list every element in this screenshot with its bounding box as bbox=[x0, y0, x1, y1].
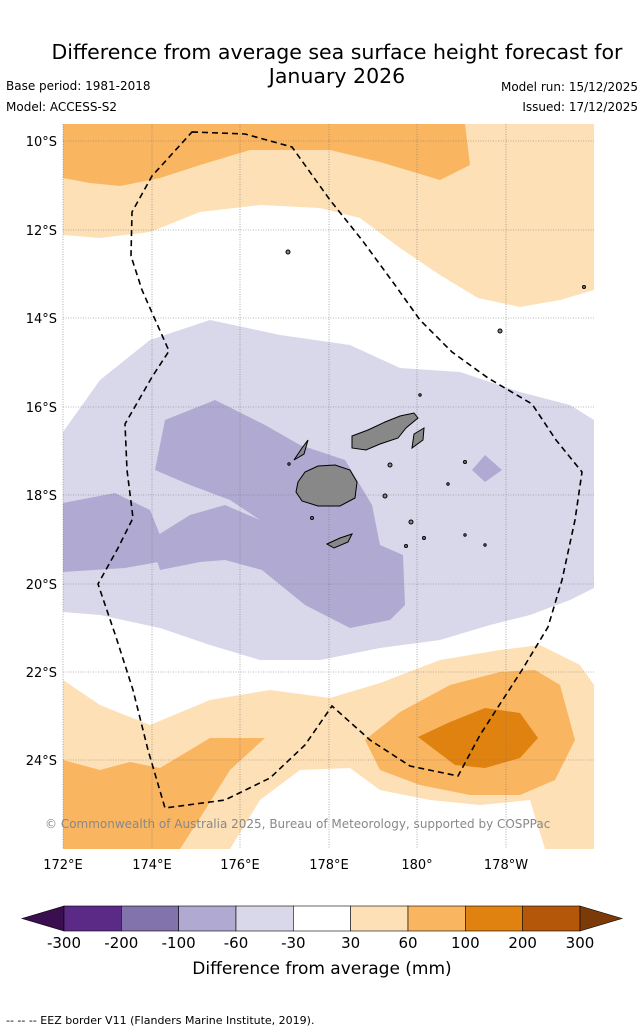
colorbar-label: -200 bbox=[104, 934, 138, 952]
colorbar-swatch bbox=[293, 905, 351, 932]
viti-levu-island bbox=[295, 464, 358, 507]
islet bbox=[582, 285, 586, 289]
islet bbox=[446, 482, 450, 486]
graticule bbox=[62, 124, 594, 849]
lon-tick-label: 180° bbox=[401, 858, 432, 873]
islet bbox=[497, 328, 503, 334]
contour-white-gap-south bbox=[230, 768, 545, 849]
islet bbox=[418, 393, 422, 397]
lat-tick-label: 12°S bbox=[26, 224, 57, 239]
colorbar-label: 60 bbox=[398, 934, 417, 952]
eez-border-footnote: -- -- -- EEZ border V11 (Flanders Marine… bbox=[6, 1014, 315, 1027]
lat-tick-label: 14°S bbox=[26, 312, 57, 327]
taveuni-island bbox=[411, 427, 425, 450]
islet bbox=[408, 519, 414, 525]
islet bbox=[287, 462, 291, 466]
page-title: Difference from average sea surface heig… bbox=[51, 40, 623, 88]
colorbar-labels: -300 -200 -100 -60 -30 30 60 100 200 300 bbox=[47, 934, 594, 952]
colorbar-swatch bbox=[63, 905, 122, 932]
islet bbox=[285, 249, 291, 255]
colorbar-label: -30 bbox=[281, 934, 306, 952]
colorbar-extend-min bbox=[20, 905, 65, 932]
contour-minus60-minus100-west bbox=[63, 493, 170, 572]
colorbar-swatch bbox=[407, 905, 466, 932]
islet bbox=[422, 536, 426, 540]
islet bbox=[310, 516, 314, 520]
yasawa-island bbox=[293, 439, 309, 461]
forecast-map: © Commonwealth of Australia 2025, Bureau… bbox=[26, 124, 594, 873]
lat-tick-label: 24°S bbox=[26, 754, 57, 769]
islet bbox=[382, 493, 388, 499]
lon-tick-label: 174°E bbox=[132, 858, 172, 873]
colorbar-extend-max bbox=[579, 905, 624, 932]
islet bbox=[463, 460, 467, 464]
issued-date: Issued: 17/12/2025 bbox=[522, 100, 638, 114]
colorbar-swatches bbox=[20, 905, 624, 932]
islet bbox=[463, 533, 467, 537]
colorbar-swatch bbox=[350, 905, 409, 932]
lon-tick-labels: 172°E 174°E 176°E 178°E 180° 178°W bbox=[43, 858, 528, 873]
colorbar-title: Difference from average (mm) bbox=[192, 959, 451, 979]
colorbar-swatch bbox=[121, 905, 179, 932]
lat-tick-label: 20°S bbox=[26, 578, 57, 593]
base-period: Base period: 1981-2018 bbox=[6, 79, 151, 93]
contour-minus60-minus100 bbox=[150, 400, 405, 628]
islet bbox=[404, 544, 408, 548]
islet bbox=[483, 543, 487, 547]
lat-tick-label: 16°S bbox=[26, 401, 57, 416]
lon-tick-label: 172°E bbox=[43, 858, 83, 873]
contour-minus60-minus100-east bbox=[472, 455, 502, 482]
lat-tick-label: 18°S bbox=[26, 489, 57, 504]
colorbar-label: 100 bbox=[451, 934, 480, 952]
contour-30-60-north bbox=[63, 124, 594, 307]
colorbar-label: 30 bbox=[341, 934, 360, 952]
colorbar-label: 200 bbox=[508, 934, 537, 952]
colorbar-swatch bbox=[235, 905, 294, 932]
copyright-notice: © Commonwealth of Australia 2025, Bureau… bbox=[45, 817, 550, 831]
colorbar-label: -60 bbox=[224, 934, 249, 952]
lon-tick-label: 178°E bbox=[309, 858, 349, 873]
contour-60-100-southwest bbox=[63, 738, 265, 849]
contour-30-60-topright bbox=[560, 124, 594, 175]
model-run: Model run: 15/12/2025 bbox=[500, 80, 638, 94]
colorbar-label: 300 bbox=[566, 934, 595, 952]
colorbar-label: -300 bbox=[47, 934, 81, 952]
colorbar-label: -100 bbox=[162, 934, 196, 952]
colorbar-swatch bbox=[522, 905, 581, 932]
fiji-islands bbox=[285, 249, 586, 549]
colorbar-legend: -300 -200 -100 -60 -30 30 60 100 200 300 Differen… bbox=[20, 905, 624, 979]
lon-tick-label: 178°W bbox=[484, 858, 528, 873]
contour-60-100-north bbox=[63, 124, 470, 186]
lat-tick-labels: 10°S 12°S 14°S 16°S 18°S 20°S 22°S 24°S bbox=[26, 135, 57, 769]
lat-tick-label: 22°S bbox=[26, 666, 57, 681]
lat-tick-label: 10°S bbox=[26, 135, 57, 150]
islet bbox=[387, 462, 393, 468]
lon-tick-label: 176°E bbox=[220, 858, 260, 873]
colorbar-swatch bbox=[465, 905, 523, 932]
vanua-levu-island bbox=[351, 412, 419, 451]
colorbar-swatch bbox=[178, 905, 237, 932]
kadavu-island bbox=[325, 533, 353, 549]
model-name: Model: ACCESS-S2 bbox=[6, 100, 118, 114]
